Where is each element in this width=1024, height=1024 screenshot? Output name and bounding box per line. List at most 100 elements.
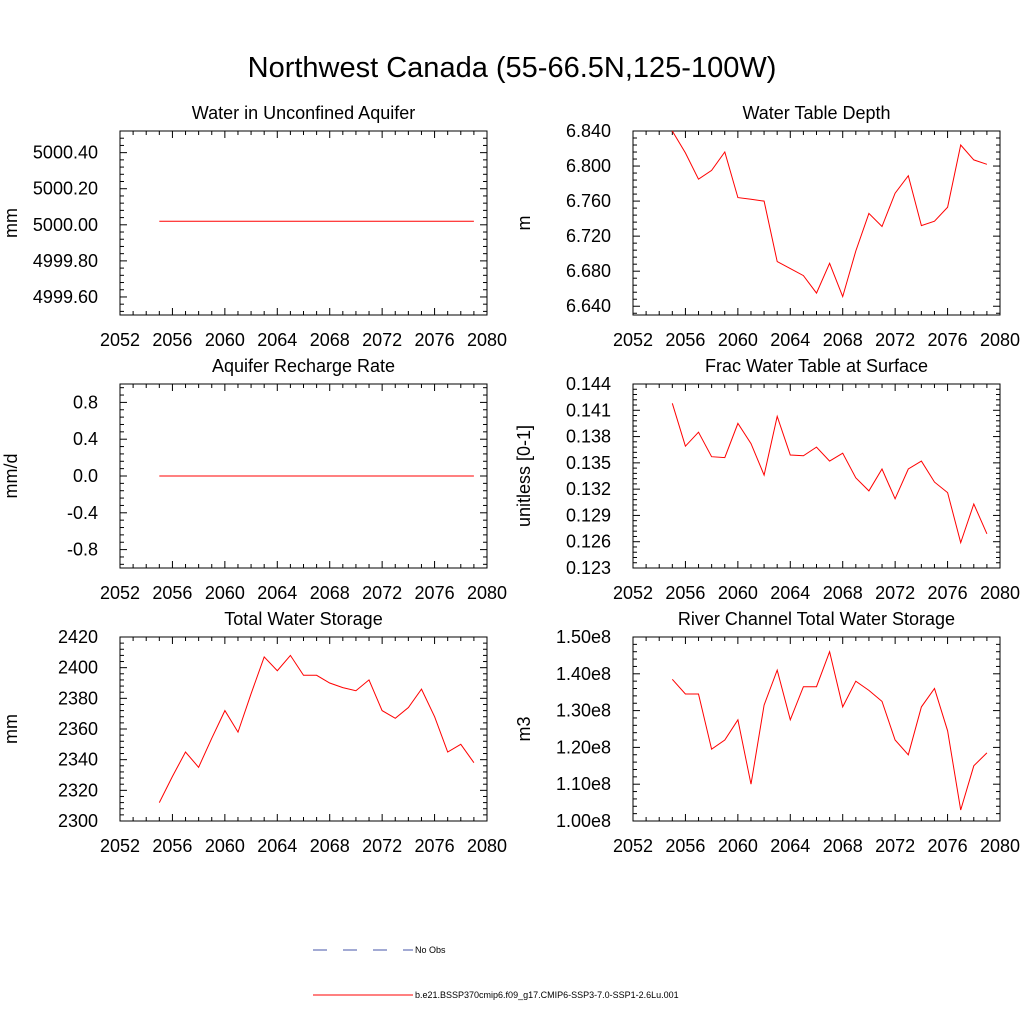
y-tick-label: -0.8 — [67, 540, 98, 560]
y-tick-label: 0.135 — [566, 453, 611, 473]
plot-frame — [632, 636, 1001, 822]
chart-panel-6: River Channel Total Water Storage m3 2052 2… — [514, 609, 1020, 856]
series-line — [671, 130, 988, 299]
x-tick-label: 2080 — [467, 836, 507, 856]
x-tick-label: 2052 — [100, 583, 140, 603]
panel-title: Frac Water Table at Surface — [705, 356, 928, 376]
y-axis-label: mm — [1, 714, 21, 744]
y-tick-label: 2400 — [58, 658, 98, 678]
page-title: Northwest Canada (55-66.5N,125-100W) — [247, 52, 777, 84]
chart-panel-1: Water in Unconfined Aquifer mm 2052 2056 206… — [1, 103, 507, 350]
y-axis-label: m3 — [514, 716, 534, 741]
legend-obs-label: No Obs — [415, 945, 446, 955]
x-tick-label: 2076 — [928, 583, 968, 603]
x-tick-label: 2060 — [718, 583, 758, 603]
x-tick-label: 2060 — [718, 836, 758, 856]
y-tick-label: 0.8 — [73, 392, 98, 412]
y-tick-label: 4999.60 — [33, 287, 98, 307]
x-tick-label: 2072 — [362, 330, 402, 350]
x-tick-label: 2060 — [205, 836, 245, 856]
y-axis-label: m — [514, 216, 534, 231]
x-tick-label: 2064 — [770, 836, 810, 856]
x-tick-label: 2056 — [152, 330, 192, 350]
plot-frame — [632, 383, 1001, 569]
x-tick-label: 2068 — [310, 330, 350, 350]
panel-title: Aquifer Recharge Rate — [212, 356, 395, 376]
x-tick-label: 2068 — [823, 330, 863, 350]
x-tick-label: 2052 — [100, 836, 140, 856]
x-tick-label: 2068 — [823, 836, 863, 856]
x-tick-label: 2052 — [613, 583, 653, 603]
x-tick-label: 2056 — [152, 836, 192, 856]
chart-panel-3: Aquifer Recharge Rate mm/d 2052 2056 2060 206… — [1, 356, 507, 603]
y-tick-label: 2360 — [58, 719, 98, 739]
x-tick-label: 2056 — [152, 583, 192, 603]
y-tick-label: 0.132 — [566, 479, 611, 499]
y-tick-label: 0.4 — [73, 429, 98, 449]
x-tick-label: 2076 — [928, 330, 968, 350]
y-tick-label: 0.138 — [566, 427, 611, 447]
x-tick-label: 2064 — [770, 330, 810, 350]
y-tick-label: 5000.40 — [33, 143, 98, 163]
y-tick-label: 6.760 — [566, 191, 611, 211]
panel-title: Water Table Depth — [742, 103, 890, 123]
y-axis-label: mm/d — [1, 454, 21, 499]
y-tick-label: 6.680 — [566, 261, 611, 281]
y-tick-label: 6.840 — [566, 121, 611, 141]
y-tick-label: 1.10e8 — [556, 774, 611, 794]
chart-panel-4: Frac Water Table at Surface unitless [0-1… — [514, 356, 1020, 603]
x-tick-label: 2064 — [257, 836, 297, 856]
x-tick-label: 2080 — [980, 583, 1020, 603]
series-line — [671, 649, 988, 811]
y-tick-label: 1.30e8 — [556, 701, 611, 721]
x-tick-label: 2080 — [980, 330, 1020, 350]
x-tick-label: 2076 — [415, 836, 455, 856]
x-tick-label: 2056 — [665, 583, 705, 603]
x-tick-label: 2080 — [467, 583, 507, 603]
plot-frame — [119, 636, 488, 822]
panel-title: Water in Unconfined Aquifer — [192, 103, 415, 123]
x-tick-label: 2056 — [665, 836, 705, 856]
x-tick-label: 2060 — [205, 330, 245, 350]
y-tick-label: 2380 — [58, 688, 98, 708]
x-tick-label: 2060 — [718, 330, 758, 350]
y-tick-label: 0.126 — [566, 532, 611, 552]
x-tick-label: 2052 — [100, 330, 140, 350]
x-tick-label: 2072 — [875, 836, 915, 856]
y-axis-label: mm — [1, 208, 21, 238]
y-tick-label: 2340 — [58, 750, 98, 770]
panel-title: River Channel Total Water Storage — [678, 609, 955, 629]
x-tick-label: 2080 — [980, 836, 1020, 856]
x-tick-label: 2072 — [362, 836, 402, 856]
y-tick-label: 1.50e8 — [556, 627, 611, 647]
y-tick-label: 0.0 — [73, 466, 98, 486]
y-axis-label: unitless [0-1] — [514, 425, 534, 527]
x-tick-label: 2068 — [823, 583, 863, 603]
y-tick-label: 5000.20 — [33, 179, 98, 199]
x-tick-label: 2080 — [467, 330, 507, 350]
y-tick-label: 1.20e8 — [556, 737, 611, 757]
y-tick-label: 2320 — [58, 780, 98, 800]
y-tick-label: 6.640 — [566, 296, 611, 316]
plot-frame — [119, 130, 488, 316]
x-tick-label: 2056 — [665, 330, 705, 350]
series-line — [671, 403, 988, 545]
x-tick-label: 2076 — [928, 836, 968, 856]
y-tick-label: -0.4 — [67, 503, 98, 523]
y-tick-label: 2300 — [58, 811, 98, 831]
x-tick-label: 2060 — [205, 583, 245, 603]
x-tick-label: 2052 — [613, 836, 653, 856]
chart-panels: Water in Unconfined Aquifer mm 2052 2056 206… — [1, 103, 1020, 856]
x-tick-label: 2064 — [770, 583, 810, 603]
y-tick-label: 6.800 — [566, 156, 611, 176]
y-tick-label: 1.00e8 — [556, 811, 611, 831]
y-tick-label: 4999.80 — [33, 251, 98, 271]
x-tick-label: 2052 — [613, 330, 653, 350]
y-tick-label: 0.123 — [566, 558, 611, 578]
y-tick-label: 2420 — [58, 627, 98, 647]
x-tick-label: 2068 — [310, 583, 350, 603]
legend: No Obs b.e21.BSSP370cmip6.f09_g17.CMIP6-… — [313, 945, 679, 1000]
x-tick-label: 2068 — [310, 836, 350, 856]
y-tick-label: 1.40e8 — [556, 664, 611, 684]
